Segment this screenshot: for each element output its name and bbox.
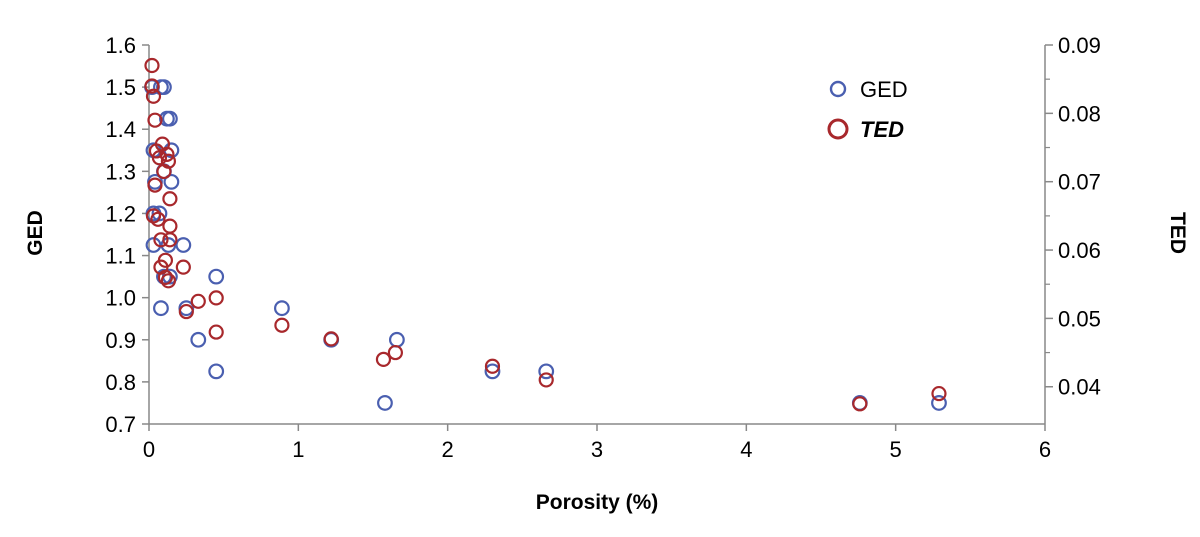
ted-point bbox=[387, 344, 403, 361]
ged-point bbox=[377, 395, 393, 411]
ted-point bbox=[153, 232, 169, 248]
x-tick-label: 3 bbox=[591, 437, 603, 462]
y-tick-label: 1.6 bbox=[105, 33, 136, 58]
y2-tick-label: 0.09 bbox=[1058, 33, 1101, 58]
y-axis-title: GED bbox=[24, 210, 47, 256]
ted-point bbox=[162, 191, 178, 207]
legend-marker-ted bbox=[827, 118, 849, 140]
ted-point bbox=[156, 163, 172, 180]
ted-point bbox=[190, 293, 206, 309]
x-tick-label: 1 bbox=[292, 437, 304, 462]
ged-point bbox=[274, 300, 290, 317]
ged-point bbox=[145, 237, 162, 253]
ted-point bbox=[144, 78, 160, 94]
legend: GED TED bbox=[827, 77, 908, 142]
x-tick-label: 0 bbox=[143, 437, 155, 462]
ged-point bbox=[153, 300, 169, 317]
y-tick-label: 0.7 bbox=[105, 412, 136, 437]
ged-point bbox=[931, 395, 947, 411]
ged-point bbox=[484, 363, 501, 380]
axis-ticks: 0 1 2 3 4 5 6 0.7 0.8 0.9 1.0 1.1 1.2 1.3 1.4 1.5 1.6 0.0… bbox=[105, 33, 1100, 462]
x-tick-label: 2 bbox=[442, 437, 454, 462]
y-tick-label: 1.5 bbox=[105, 75, 136, 100]
ted-point bbox=[151, 150, 168, 166]
ted-point bbox=[148, 143, 165, 159]
ted-point bbox=[157, 269, 174, 285]
ted-point bbox=[375, 351, 392, 368]
ted-point bbox=[159, 146, 175, 162]
x-tick-label: 5 bbox=[890, 437, 902, 462]
ted-point bbox=[484, 358, 501, 374]
ted-point bbox=[162, 218, 178, 234]
y-tick-label: 1.4 bbox=[105, 117, 136, 142]
y2-tick-label: 0.04 bbox=[1058, 375, 1101, 400]
ged-point bbox=[388, 331, 405, 348]
y2-tick-label: 0.06 bbox=[1058, 238, 1101, 263]
ted-point bbox=[160, 273, 177, 289]
ted-point bbox=[147, 177, 163, 193]
ted-point bbox=[144, 57, 160, 74]
data-points bbox=[144, 57, 947, 412]
ged-point bbox=[208, 268, 225, 285]
y-tick-label: 1.2 bbox=[105, 201, 136, 226]
y2-tick-label: 0.07 bbox=[1058, 170, 1101, 195]
ged-point bbox=[156, 79, 172, 96]
ted-point bbox=[323, 331, 339, 347]
ted-point bbox=[852, 396, 868, 412]
y2-tick-label: 0.08 bbox=[1058, 101, 1101, 126]
y2-axis-title: TED bbox=[1166, 212, 1189, 254]
ged-point bbox=[190, 331, 207, 348]
legend-label-ged: GED bbox=[860, 77, 908, 102]
x-tick-label: 4 bbox=[740, 437, 752, 462]
series-ged bbox=[144, 79, 947, 411]
ted-point bbox=[150, 211, 166, 227]
ted-point bbox=[208, 324, 224, 340]
x-axis-title: Porosity (%) bbox=[536, 491, 659, 514]
series-ted bbox=[144, 57, 947, 412]
ted-point bbox=[147, 112, 163, 128]
legend-label-ted: TED bbox=[860, 117, 904, 142]
y2-tick-label: 0.05 bbox=[1058, 306, 1101, 331]
ted-point bbox=[162, 232, 178, 248]
y-tick-label: 1.1 bbox=[105, 244, 136, 269]
y-tick-label: 1.3 bbox=[105, 159, 136, 184]
ted-point bbox=[538, 372, 554, 388]
y-tick-label: 1.0 bbox=[105, 286, 136, 311]
plot-area bbox=[148, 45, 1046, 425]
ged-point bbox=[208, 363, 225, 380]
ged-point bbox=[162, 110, 178, 127]
ted-point bbox=[208, 290, 224, 306]
ged-point bbox=[538, 363, 555, 380]
ted-point bbox=[175, 259, 191, 275]
y-tick-label: 0.8 bbox=[105, 370, 136, 395]
legend-marker-ged bbox=[829, 80, 847, 98]
x-tick-label: 6 bbox=[1039, 437, 1051, 462]
ged-point bbox=[175, 237, 192, 253]
ged-point bbox=[163, 173, 180, 190]
ted-point bbox=[145, 88, 162, 104]
y-tick-label: 0.9 bbox=[105, 328, 136, 353]
ted-point bbox=[931, 385, 947, 402]
ted-point bbox=[274, 317, 290, 333]
ted-point bbox=[178, 303, 194, 320]
